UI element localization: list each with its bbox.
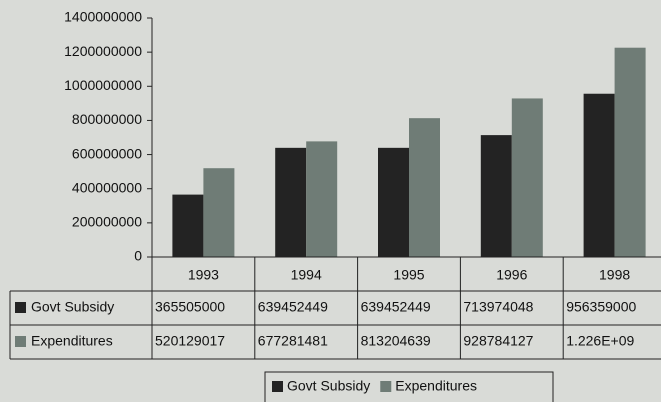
y-tick-label: 1400000000 bbox=[64, 9, 142, 25]
bar bbox=[203, 168, 235, 257]
y-tick-label: 600000000 bbox=[72, 145, 142, 161]
x-tick-label: 1994 bbox=[291, 267, 322, 283]
legend-label: Govt Subsidy bbox=[287, 378, 370, 394]
legend-key bbox=[15, 302, 26, 313]
table-cell: 520129017 bbox=[155, 333, 225, 349]
table-cell: 677281481 bbox=[258, 333, 328, 349]
bar bbox=[511, 98, 543, 257]
bar bbox=[614, 47, 646, 257]
table-cell: 713974048 bbox=[463, 299, 533, 315]
bar bbox=[172, 194, 204, 257]
table-cell: 928784127 bbox=[463, 333, 533, 349]
legend-key bbox=[272, 381, 283, 392]
y-tick-label: 200000000 bbox=[72, 214, 142, 230]
y-tick-label: 1200000000 bbox=[64, 43, 142, 59]
row-header: Expenditures bbox=[31, 333, 113, 349]
x-tick-label: 1993 bbox=[188, 267, 219, 283]
legend-label: Expenditures bbox=[395, 378, 477, 394]
bar bbox=[409, 118, 440, 258]
y-tick-label: 400000000 bbox=[72, 179, 142, 195]
bar bbox=[275, 147, 307, 257]
table-cell: 639452449 bbox=[361, 299, 431, 315]
legend-key bbox=[15, 336, 26, 347]
bar bbox=[306, 141, 338, 257]
bar bbox=[583, 93, 615, 257]
y-tick-label: 0 bbox=[134, 248, 142, 264]
table-cell: 956359000 bbox=[566, 299, 636, 315]
y-tick-label: 800000000 bbox=[72, 111, 142, 127]
bar bbox=[378, 147, 409, 257]
legend-box bbox=[264, 371, 554, 402]
row-header: Govt Subsidy bbox=[31, 299, 114, 315]
x-tick-label: 1998 bbox=[599, 267, 630, 283]
table-cell: 365505000 bbox=[155, 299, 225, 315]
legend-key bbox=[380, 381, 392, 392]
bar bbox=[480, 135, 512, 257]
x-tick-label: 1996 bbox=[496, 267, 527, 283]
x-tick-label: 1995 bbox=[393, 267, 424, 283]
table-cell: 813204639 bbox=[361, 333, 431, 349]
y-tick-label: 1000000000 bbox=[64, 77, 142, 93]
table-cell: 1.226E+09 bbox=[566, 333, 634, 349]
table-cell: 639452449 bbox=[258, 299, 328, 315]
